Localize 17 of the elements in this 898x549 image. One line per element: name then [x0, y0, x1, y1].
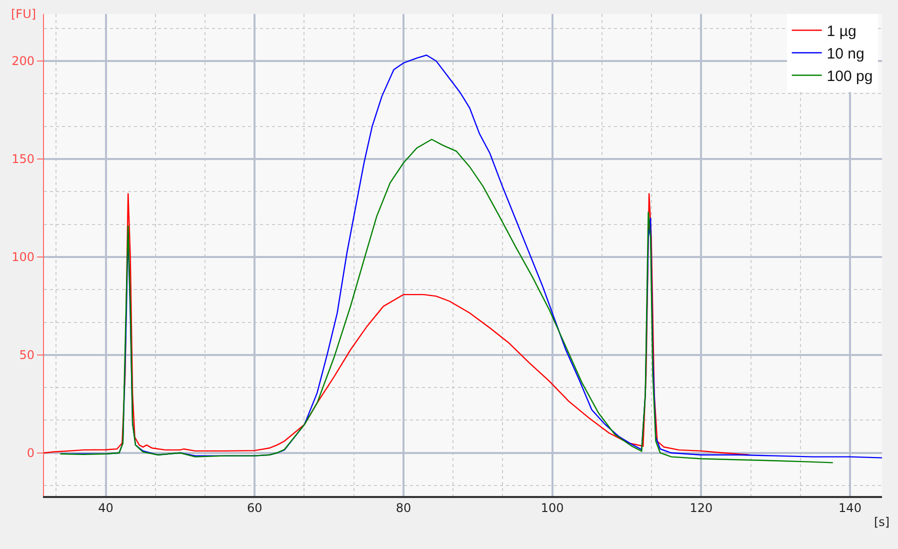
- x-tick-label: 120: [690, 501, 713, 516]
- legend-label: 10 ng: [826, 46, 864, 63]
- legend-label: 1 µg: [826, 23, 856, 40]
- y-tick-label: 0: [26, 446, 34, 460]
- x-tick-label: 80: [396, 501, 412, 516]
- y-axis-title: [FU]: [11, 7, 36, 21]
- x-axis-title: [s]: [874, 515, 890, 529]
- legend-label: 100 pg: [826, 68, 873, 86]
- x-tick-label: 40: [98, 501, 114, 516]
- line-series: [60, 138, 834, 464]
- x-tick-label: 140: [838, 501, 862, 516]
- x-tick-label: 60: [246, 501, 262, 516]
- y-tick-label: 200: [12, 54, 34, 68]
- y-tick-label: 100: [12, 250, 34, 264]
- y-tick-label: 50: [19, 348, 34, 362]
- y-tick-label: 150: [12, 152, 34, 166]
- x-tick-label: 100: [540, 501, 564, 516]
